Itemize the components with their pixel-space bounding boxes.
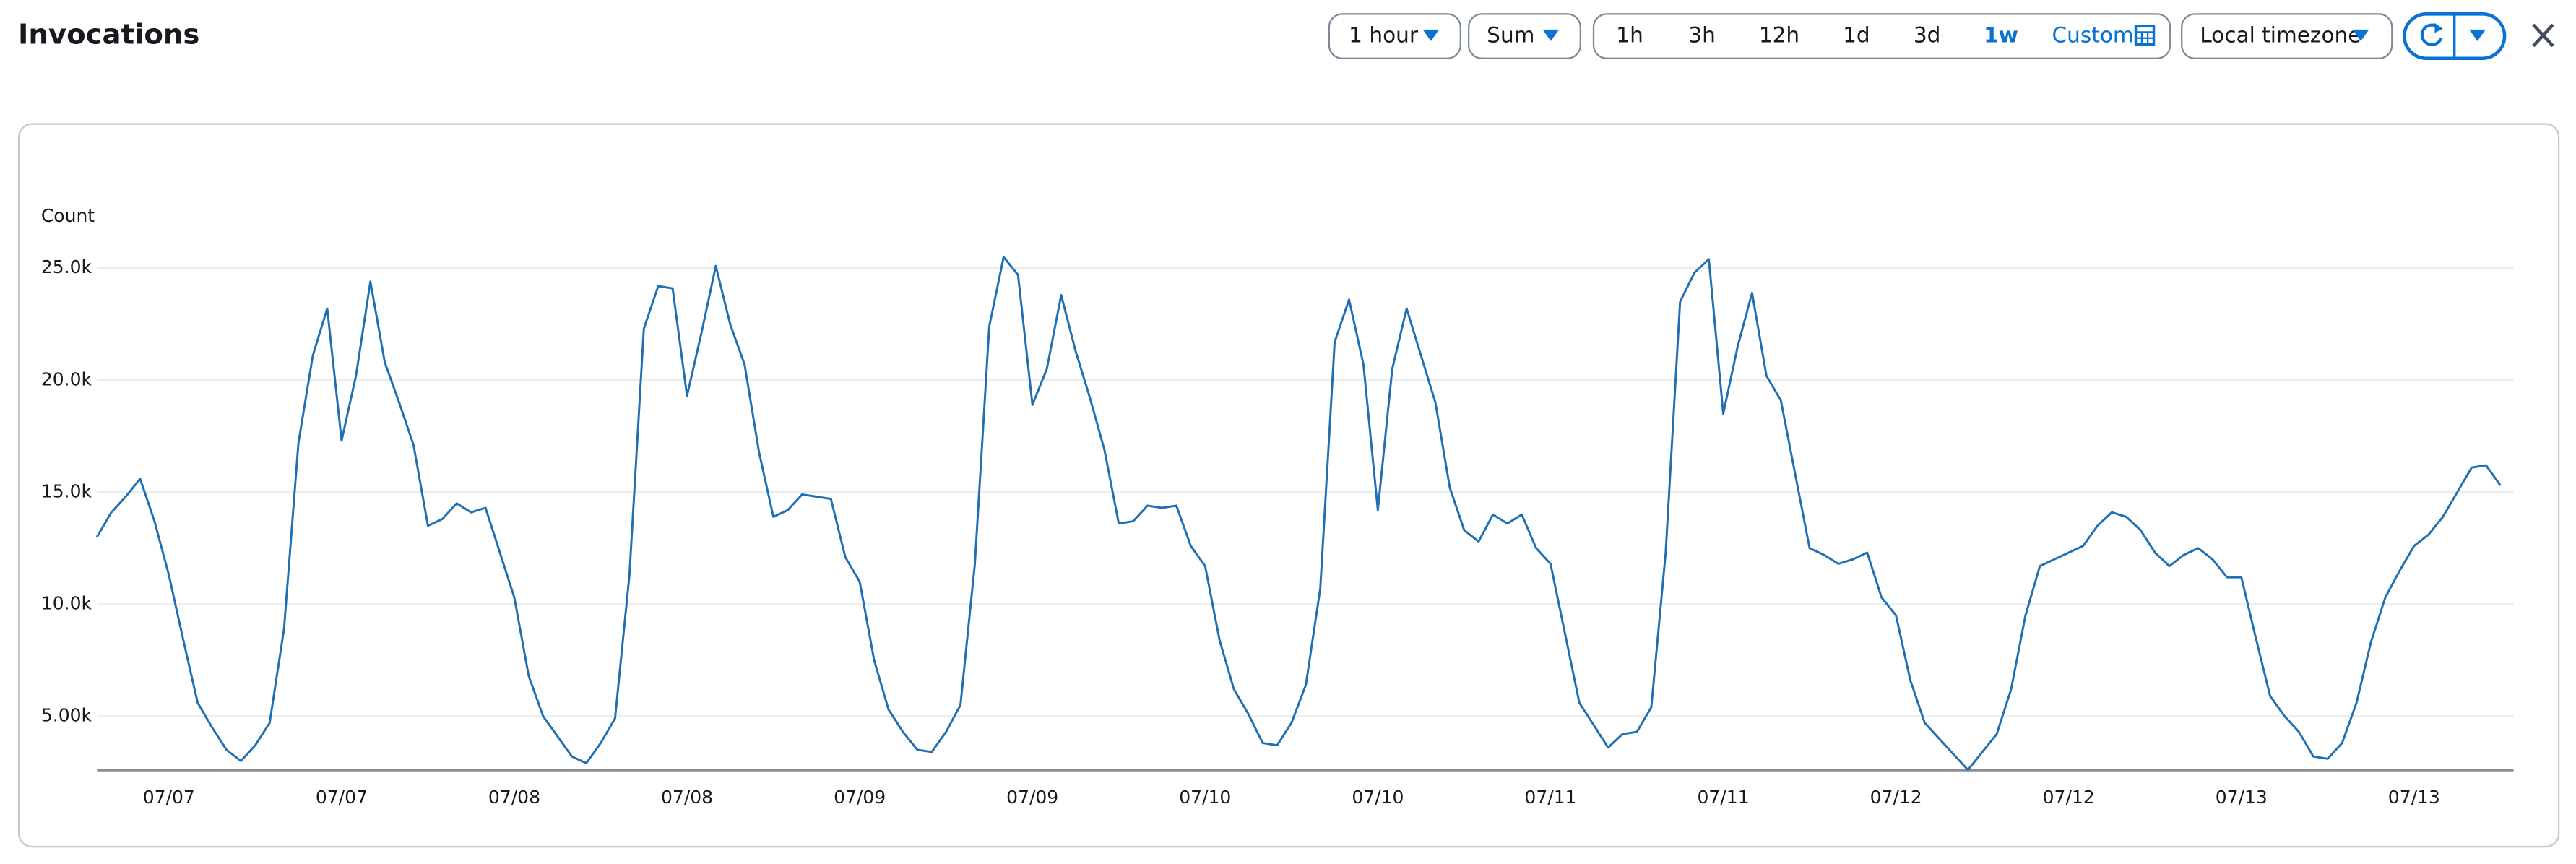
x-tick-label: 07/07 bbox=[143, 787, 195, 808]
y-tick-label: 10.0k bbox=[41, 592, 92, 613]
x-tick-label: 07/07 bbox=[316, 787, 368, 808]
range-option[interactable]: 1d bbox=[1843, 23, 1870, 48]
chart-title: Invocations bbox=[18, 19, 199, 51]
x-tick-label: 07/11 bbox=[1697, 787, 1749, 808]
range-group bbox=[1592, 13, 2171, 59]
period-text: 1 hour bbox=[1349, 23, 1419, 48]
y-tick-label: 25.0k bbox=[41, 256, 92, 277]
x-tick-label: 07/12 bbox=[2043, 787, 2095, 808]
y-axis-label: Count bbox=[41, 205, 95, 226]
y-tick-label: 20.0k bbox=[41, 368, 92, 389]
chart-card bbox=[18, 123, 2560, 848]
range-option[interactable]: 12h bbox=[1759, 23, 1799, 48]
x-tick-label: 07/11 bbox=[1524, 787, 1576, 808]
period-select[interactable]: 1 hour bbox=[1328, 13, 1461, 59]
x-tick-label: 07/08 bbox=[661, 787, 713, 808]
x-tick-label: 07/13 bbox=[2216, 787, 2268, 808]
y-tick-label: 15.0k bbox=[41, 480, 92, 501]
data-line bbox=[95, 256, 2502, 772]
statistic-text: Sum bbox=[1487, 23, 1534, 48]
x-tick-label: 07/13 bbox=[2388, 787, 2440, 808]
y-tick-label: 5.00k bbox=[41, 704, 92, 725]
custom-range[interactable]: Custom bbox=[2052, 23, 2156, 48]
x-tick-label: 07/09 bbox=[834, 787, 886, 808]
range-option[interactable]: 3h bbox=[1688, 23, 1716, 48]
x-tick-label: 07/10 bbox=[1352, 787, 1404, 808]
range-option[interactable]: 1w bbox=[1984, 23, 2018, 48]
statistic-select[interactable]: Sum bbox=[1468, 13, 1581, 59]
x-tick-label: 07/08 bbox=[488, 787, 540, 808]
refresh-button[interactable] bbox=[2403, 12, 2507, 60]
timezone-text: Local timezone bbox=[2200, 23, 2361, 48]
range-option[interactable]: 1h bbox=[1616, 23, 1643, 48]
x-tick-label: 07/09 bbox=[1006, 787, 1058, 808]
close-button[interactable] bbox=[2532, 23, 2554, 48]
custom-text: Custom bbox=[2052, 23, 2134, 48]
range-option[interactable]: 3d bbox=[1914, 23, 1941, 48]
timezone-select[interactable]: Local timezone bbox=[2181, 13, 2393, 59]
x-tick-label: 07/10 bbox=[1179, 787, 1231, 808]
x-tick-label: 07/12 bbox=[1870, 787, 1922, 808]
